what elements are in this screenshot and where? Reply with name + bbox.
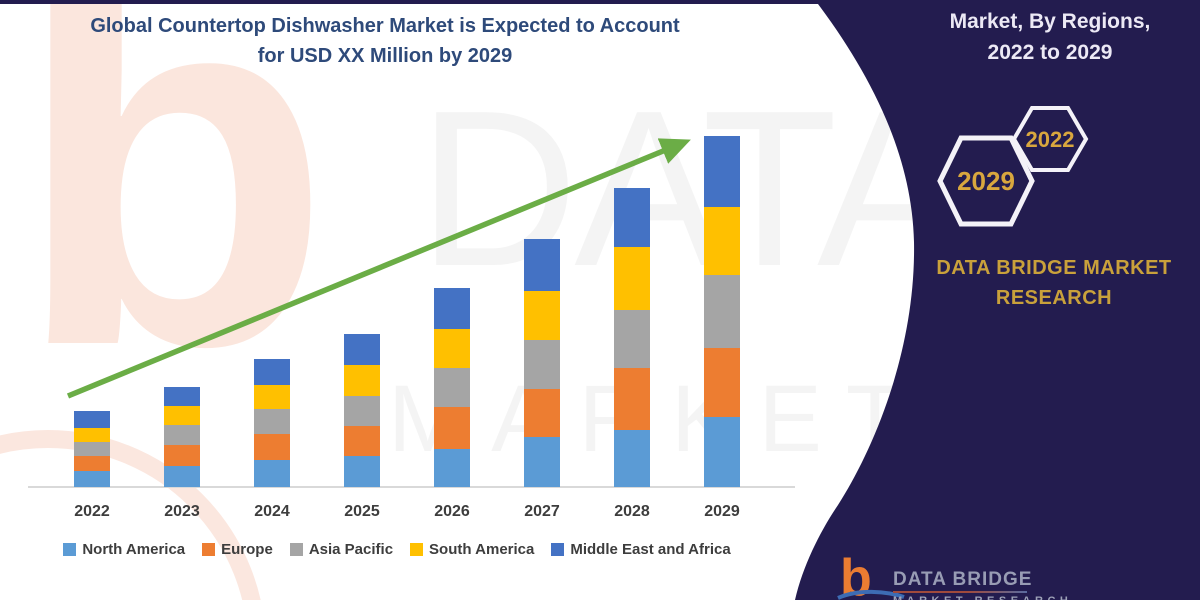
stacked-bar-2025: [344, 334, 380, 487]
x-axis-label-2027: 2027: [524, 503, 560, 520]
bar-segment-asia-pacific: [614, 310, 650, 368]
bar-segment-south-america: [524, 291, 560, 340]
bar-segment-middle-east-and-africa: [164, 387, 200, 406]
hexagon-2022: [1011, 106, 1089, 172]
bar-segment-north-america: [164, 466, 200, 487]
chart-title-line2: for USD XX Million by 2029: [257, 45, 513, 67]
legend-item-asia-pacific: Asia Pacific: [289, 541, 394, 558]
brand-name: DATA BRIDGE MARKET RESEARCH: [918, 253, 1190, 313]
stacked-bar-2029: [704, 136, 740, 487]
stacked-bar-2027: [524, 239, 560, 487]
x-axis-label-2028: 2028: [614, 503, 650, 520]
hexagon-2022-label: 2022: [1025, 127, 1075, 152]
bar-segment-middle-east-and-africa: [344, 334, 380, 365]
bar-segment-europe: [614, 368, 650, 430]
bar-segment-europe: [704, 348, 740, 417]
bar-segment-north-america: [704, 417, 740, 487]
panel-heading: Market, By Regions, 2022 to 2029: [900, 6, 1200, 68]
x-axis-label-2025: 2025: [344, 503, 380, 520]
bar-segment-europe: [164, 445, 200, 466]
legend-item-middle-east-and-africa: Middle East and Africa: [551, 541, 731, 558]
x-axis-label-2023: 2023: [164, 503, 200, 520]
logo-swoosh-icon: [837, 589, 905, 600]
bar-segment-asia-pacific: [344, 396, 380, 426]
logo-underline: [893, 591, 1027, 593]
bar-segment-middle-east-and-africa: [254, 359, 290, 385]
bar-segment-middle-east-and-africa: [434, 288, 470, 329]
bar-segment-south-america: [614, 247, 650, 310]
bar-segment-south-america: [254, 385, 290, 409]
legend-swatch-icon: [63, 543, 77, 556]
logo-sub-text: MARKET RESEARCH: [893, 595, 1072, 600]
legend-swatch-icon: [202, 543, 216, 556]
top-edge-strip: [0, 0, 1200, 4]
bar-segment-south-america: [344, 365, 380, 396]
x-axis-label-2022: 2022: [74, 503, 110, 520]
panel-heading-line2: 2022 to 2029: [987, 41, 1113, 64]
bar-segment-europe: [524, 389, 560, 437]
hexagon-2029-label: 2029: [957, 166, 1015, 196]
stacked-bar-2026: [434, 288, 470, 487]
brand-name-line1: DATA BRIDGE MARKET: [936, 257, 1172, 279]
legend-label: South America: [429, 541, 535, 558]
bar-segment-north-america: [344, 456, 380, 487]
legend-swatch-icon: [551, 543, 565, 556]
chart-title: Global Countertop Dishwasher Market is E…: [35, 11, 735, 71]
bar-segment-north-america: [74, 471, 110, 487]
chart-legend: North America Europe Asia Pacific South Ame…: [28, 541, 766, 558]
chart-title-line1: Global Countertop Dishwasher Market is E…: [90, 15, 680, 37]
bar-segment-middle-east-and-africa: [74, 411, 110, 428]
bar-segment-asia-pacific: [254, 409, 290, 434]
bar-segment-middle-east-and-africa: [524, 239, 560, 291]
stacked-bar-2028: [614, 188, 650, 487]
bar-segment-north-america: [614, 430, 650, 487]
legend-item-north-america: North America: [63, 541, 185, 558]
panel-heading-line1: Market, By Regions,: [949, 10, 1151, 33]
bar-segment-europe: [344, 426, 380, 456]
x-axis-label-2026: 2026: [434, 503, 470, 520]
bar-segment-south-america: [434, 329, 470, 368]
hexagon-2029: [937, 135, 1035, 227]
bar-segment-asia-pacific: [434, 368, 470, 407]
logo-name-text: DATA BRIDGE: [893, 569, 1033, 590]
legend-label: North America: [82, 541, 186, 558]
x-axis-label-2029: 2029: [704, 503, 740, 520]
legend-swatch-icon: [289, 543, 303, 556]
bar-segment-asia-pacific: [524, 340, 560, 389]
bar-segment-europe: [434, 407, 470, 449]
legend-item-south-america: South America: [410, 541, 534, 558]
bar-segment-north-america: [434, 449, 470, 487]
bar-segment-north-america: [524, 437, 560, 487]
bar-segment-middle-east-and-africa: [614, 188, 650, 247]
brand-name-line2: RESEARCH: [995, 287, 1113, 309]
legend-swatch-icon: [410, 543, 424, 556]
bar-segment-europe: [74, 456, 110, 471]
legend-label: Asia Pacific: [308, 541, 394, 558]
x-axis-line: [28, 486, 795, 488]
bar-segment-asia-pacific: [704, 275, 740, 348]
bar-segment-middle-east-and-africa: [704, 136, 740, 207]
bar-segment-south-america: [704, 207, 740, 275]
bar-segment-south-america: [164, 406, 200, 425]
legend-label: Middle East and Africa: [570, 541, 731, 558]
